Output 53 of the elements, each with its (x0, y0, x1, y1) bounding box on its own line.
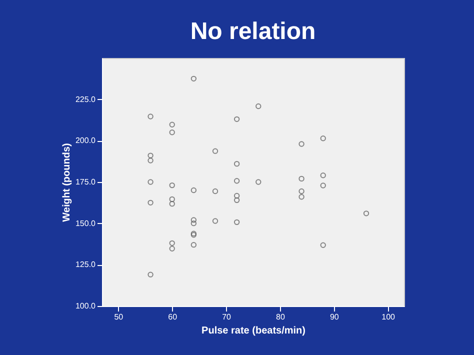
point (320, 182, 326, 188)
point (169, 182, 175, 188)
point (190, 220, 197, 226)
point (234, 160, 240, 167)
point (169, 240, 175, 246)
y-tick-label: 100.0 (75, 302, 96, 310)
point (169, 200, 175, 207)
x-tick-label: 100 (382, 312, 396, 322)
point (363, 210, 370, 216)
point (148, 152, 154, 158)
point (212, 188, 218, 194)
y-tick-label: 175.0 (75, 178, 96, 186)
y-tick-label: 225.0 (75, 94, 96, 104)
point (298, 194, 304, 200)
point (169, 246, 175, 252)
chart-title: No relation (190, 18, 316, 45)
point (320, 242, 326, 248)
y-axis-title: Weight (pounds) (61, 143, 72, 222)
point (320, 172, 326, 178)
x-tick-label: 90 (330, 312, 340, 322)
y-tick-label: 125.0 (75, 260, 96, 270)
point (169, 130, 175, 136)
point (169, 122, 175, 128)
point (148, 200, 154, 206)
y-tick-label: 150.0 (75, 218, 96, 228)
point (169, 196, 175, 202)
point (190, 217, 197, 223)
x-axis-title: Pulse rate (beats/min) (202, 326, 306, 336)
point (234, 197, 240, 204)
point (298, 141, 304, 147)
point (234, 178, 240, 184)
point (190, 242, 197, 248)
y-tick-label: 200.0 (75, 136, 96, 146)
point (298, 176, 304, 182)
point (190, 187, 197, 194)
point (234, 116, 240, 122)
x-tick-label: 80 (276, 312, 286, 322)
point (256, 179, 262, 185)
point (190, 76, 197, 82)
x-tick-label: 70 (222, 312, 232, 322)
point (234, 219, 240, 226)
x-tick-label: 60 (168, 312, 178, 322)
point (298, 188, 304, 194)
point (148, 272, 154, 278)
point (148, 114, 154, 120)
point (320, 136, 326, 142)
point (148, 179, 154, 185)
point (256, 103, 262, 110)
point (212, 218, 218, 224)
point (234, 192, 240, 199)
point (148, 158, 154, 164)
point (212, 148, 218, 154)
x-tick-label: 50 (114, 312, 124, 322)
